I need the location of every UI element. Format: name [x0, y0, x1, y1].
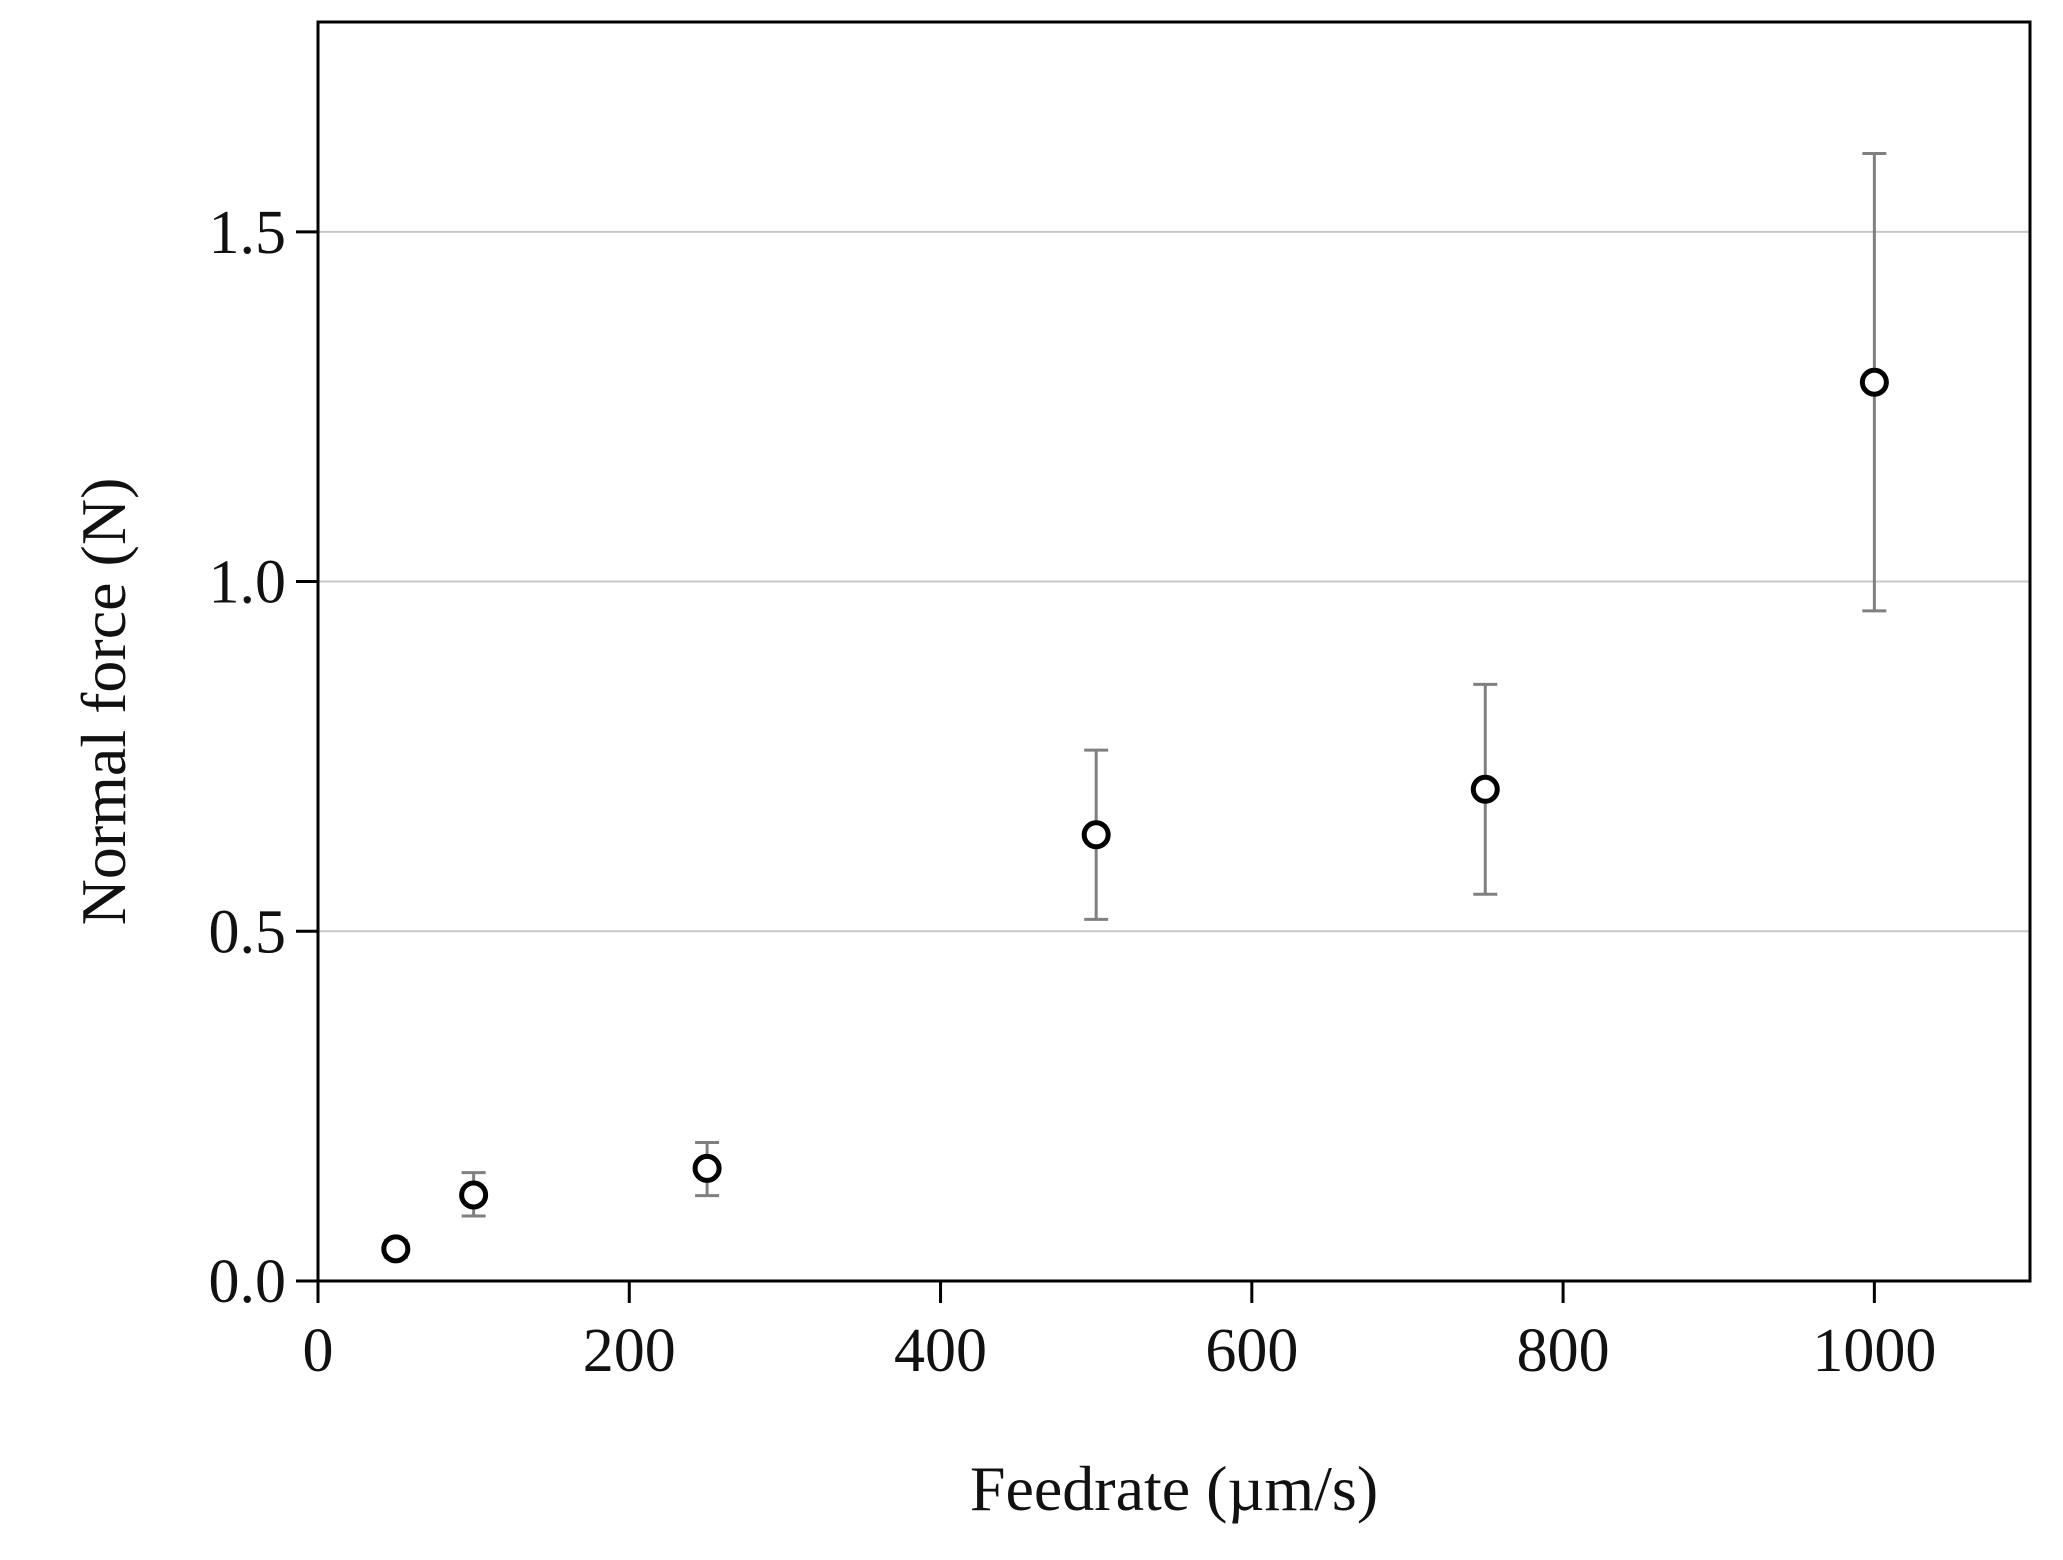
data-points: [381, 367, 1889, 1264]
plot-frame: [316, 20, 2032, 1283]
error-bars: [383, 151, 1887, 1259]
y-tick-label: 0.0: [209, 1248, 287, 1316]
data-point-4: [1470, 774, 1500, 804]
x-tick-label: 600: [1205, 1317, 1298, 1385]
grid-lines: [318, 230, 2030, 933]
data-point-2: [692, 1153, 722, 1183]
x-tick-label: 200: [583, 1317, 676, 1385]
x-axis-title: Feedrate (µm/s): [970, 1453, 1378, 1524]
x-tick-label: 400: [894, 1317, 987, 1385]
y-tick-label: 1.5: [209, 199, 287, 267]
y-tick-label: 0.5: [209, 898, 287, 966]
x-tick-label: 0: [303, 1317, 334, 1385]
data-point-5: [1859, 367, 1889, 397]
data-point-3: [1081, 820, 1111, 850]
x-tick-label: 1000: [1812, 1317, 1936, 1385]
y-tick-label: 1.0: [209, 549, 287, 617]
x-tick-label: 800: [1517, 1317, 1610, 1385]
x-axis-ticks: 0 200 400 600 800 1000: [303, 1281, 1936, 1385]
y-axis-ticks: 0.0 0.5 1.0 1.5: [209, 199, 318, 1316]
y-axis-title: Normal force (N): [68, 478, 139, 926]
data-point-1: [459, 1180, 489, 1210]
data-point-0: [381, 1234, 411, 1264]
